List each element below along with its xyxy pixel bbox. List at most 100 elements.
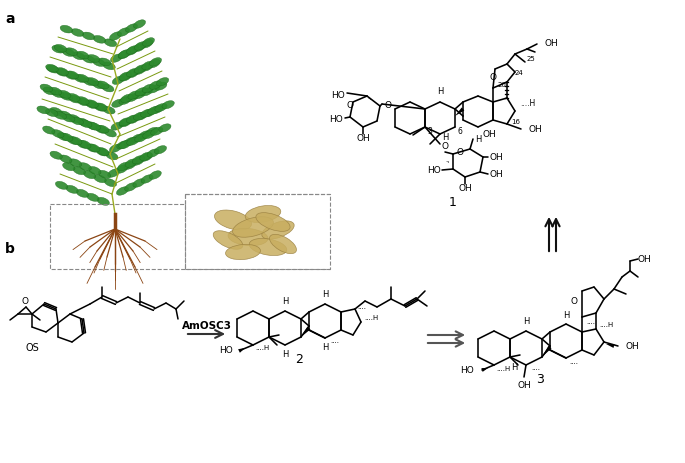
Ellipse shape <box>58 91 71 99</box>
Text: H: H <box>282 349 288 358</box>
Ellipse shape <box>125 160 137 168</box>
Ellipse shape <box>125 48 138 56</box>
Ellipse shape <box>155 83 167 91</box>
Ellipse shape <box>118 163 130 171</box>
Ellipse shape <box>127 138 139 146</box>
Ellipse shape <box>52 46 64 54</box>
Ellipse shape <box>97 198 110 206</box>
Text: 3: 3 <box>536 373 544 386</box>
Ellipse shape <box>262 221 294 240</box>
Text: OH: OH <box>458 184 472 193</box>
Ellipse shape <box>95 104 108 112</box>
Ellipse shape <box>119 50 131 59</box>
Ellipse shape <box>143 109 155 118</box>
Ellipse shape <box>135 135 147 143</box>
Text: ....: .... <box>358 303 366 309</box>
Text: ....: .... <box>330 337 339 343</box>
Text: OH: OH <box>545 38 559 47</box>
Ellipse shape <box>125 183 137 192</box>
Text: H: H <box>475 135 481 144</box>
Ellipse shape <box>110 33 121 41</box>
Text: ....H: ....H <box>599 321 613 327</box>
Ellipse shape <box>88 123 101 131</box>
Ellipse shape <box>97 82 109 89</box>
Ellipse shape <box>77 119 89 127</box>
Ellipse shape <box>134 43 147 51</box>
Ellipse shape <box>214 211 251 231</box>
Ellipse shape <box>54 112 66 120</box>
Ellipse shape <box>147 150 159 158</box>
Text: H: H <box>563 310 569 319</box>
Ellipse shape <box>119 73 131 81</box>
Ellipse shape <box>108 169 120 178</box>
Ellipse shape <box>151 106 163 114</box>
Ellipse shape <box>93 37 105 44</box>
Ellipse shape <box>56 69 68 76</box>
Ellipse shape <box>119 119 132 128</box>
Text: HO: HO <box>332 90 345 99</box>
Ellipse shape <box>76 75 89 83</box>
Ellipse shape <box>86 78 99 86</box>
Text: ....: .... <box>531 364 540 370</box>
Text: HO: HO <box>219 346 233 355</box>
Ellipse shape <box>119 74 132 82</box>
Ellipse shape <box>83 79 96 87</box>
Text: O: O <box>456 148 464 157</box>
Polygon shape <box>606 344 614 348</box>
Ellipse shape <box>126 116 138 124</box>
Ellipse shape <box>86 101 98 109</box>
Ellipse shape <box>70 138 82 145</box>
Ellipse shape <box>127 116 139 124</box>
Ellipse shape <box>76 190 88 198</box>
Ellipse shape <box>132 156 145 164</box>
Ellipse shape <box>66 186 78 194</box>
Ellipse shape <box>151 128 163 136</box>
Ellipse shape <box>124 138 136 146</box>
Ellipse shape <box>37 107 49 114</box>
Ellipse shape <box>249 239 287 256</box>
Ellipse shape <box>73 167 86 175</box>
Text: OH: OH <box>356 134 370 143</box>
Ellipse shape <box>43 88 55 95</box>
Polygon shape <box>455 108 464 117</box>
Text: H: H <box>442 133 448 142</box>
Ellipse shape <box>245 206 281 223</box>
Ellipse shape <box>94 175 106 183</box>
Ellipse shape <box>146 128 158 137</box>
Ellipse shape <box>112 77 125 85</box>
Ellipse shape <box>87 56 100 63</box>
Ellipse shape <box>94 104 107 112</box>
Ellipse shape <box>92 59 105 67</box>
Ellipse shape <box>82 33 95 41</box>
Text: O: O <box>347 100 354 109</box>
Ellipse shape <box>95 126 108 134</box>
Ellipse shape <box>121 95 133 103</box>
Ellipse shape <box>45 110 58 117</box>
Text: H: H <box>322 289 328 298</box>
Ellipse shape <box>148 107 160 115</box>
Ellipse shape <box>67 137 79 145</box>
Ellipse shape <box>118 51 130 60</box>
Ellipse shape <box>58 133 70 141</box>
Ellipse shape <box>213 231 242 250</box>
Bar <box>50 205 185 269</box>
Ellipse shape <box>110 55 123 63</box>
Ellipse shape <box>97 126 109 134</box>
Ellipse shape <box>71 30 84 38</box>
Bar <box>185 194 330 269</box>
Ellipse shape <box>72 53 85 61</box>
Ellipse shape <box>125 25 138 33</box>
Text: 25: 25 <box>527 56 536 62</box>
Ellipse shape <box>54 45 67 53</box>
Ellipse shape <box>68 94 80 102</box>
Ellipse shape <box>233 217 273 238</box>
Text: O: O <box>384 101 392 110</box>
Ellipse shape <box>127 70 139 79</box>
Text: H: H <box>437 87 443 96</box>
Ellipse shape <box>62 50 75 57</box>
Ellipse shape <box>68 115 80 124</box>
Text: OH: OH <box>517 381 531 390</box>
Ellipse shape <box>116 141 129 150</box>
Ellipse shape <box>110 145 122 153</box>
Text: HO: HO <box>329 114 343 123</box>
